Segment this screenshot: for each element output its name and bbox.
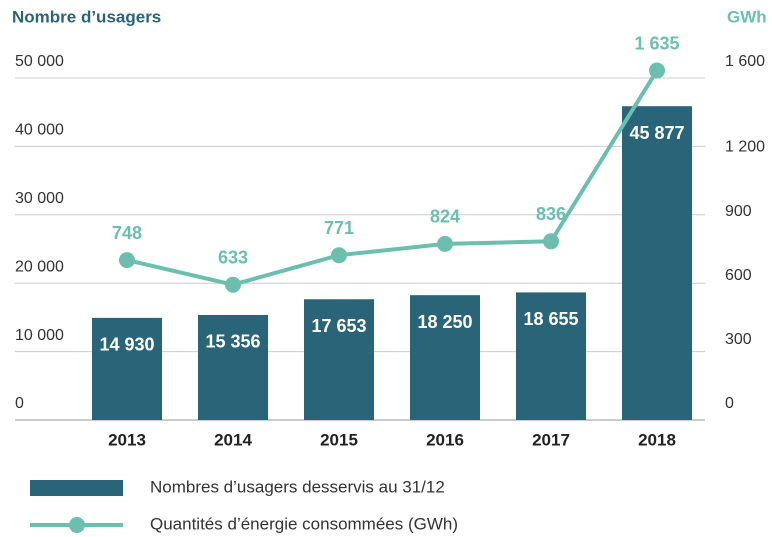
line-point [119, 252, 135, 269]
y-tick-label: 20 000 [15, 258, 64, 275]
legend-label: Quantités d’énergie consommées (GWh) [150, 514, 458, 533]
line [126, 69, 659, 287]
bar [92, 317, 162, 420]
bar-value-label: 18 250 [417, 312, 472, 332]
bar [622, 106, 692, 420]
bar-value-label: 14 930 [99, 335, 154, 355]
x-tick-label: 2017 [532, 430, 570, 449]
line-point [649, 62, 665, 79]
line-value-label: 748 [112, 223, 142, 243]
bar [516, 292, 586, 420]
y2-tick-label: 600 [725, 267, 752, 284]
y-axis-title: Nombre d’usagers [12, 7, 161, 26]
x-tick-label: 2013 [108, 430, 146, 449]
y-tick-label: 50 000 [15, 53, 64, 70]
y2-axis-title: GWh [727, 7, 767, 26]
x-tick-label: 2018 [638, 430, 676, 449]
y2-tick-label: 1 600 [725, 53, 765, 70]
line-point [543, 233, 559, 250]
bar-value-label: 15 356 [205, 332, 260, 352]
bar-value-label: 45 877 [629, 123, 684, 143]
line-point [331, 247, 347, 264]
y-tick-label: 10 000 [15, 327, 64, 344]
y2-tick-label: 0 [725, 395, 734, 412]
bar-value-label: 17 653 [311, 316, 366, 336]
legend-label: Nombres d’usagers desservis au 31/12 [150, 477, 445, 496]
legend-marker [69, 517, 85, 533]
line-value-label: 633 [218, 247, 248, 267]
y2-tick-label: 300 [725, 331, 752, 348]
x-tick-label: 2016 [426, 430, 464, 449]
bar [410, 295, 480, 420]
line-point [437, 235, 453, 252]
y2-tick-label: 900 [725, 203, 752, 220]
line-value-label: 824 [430, 207, 460, 227]
line-value-label: 771 [324, 218, 354, 238]
x-tick-label: 2014 [214, 430, 252, 449]
y-tick-label: 40 000 [15, 122, 64, 139]
legend-swatch [30, 480, 123, 496]
y-tick-label: 30 000 [15, 190, 64, 207]
line-value-label: 1 635 [634, 33, 679, 53]
y-tick-label: 0 [15, 395, 24, 412]
line-point [225, 276, 241, 293]
bar [304, 299, 374, 420]
line-value-label: 836 [536, 204, 566, 224]
y2-tick-label: 1 200 [725, 139, 765, 156]
bar-value-label: 18 655 [523, 309, 578, 329]
bar [198, 314, 268, 420]
x-tick-label: 2015 [320, 430, 358, 449]
